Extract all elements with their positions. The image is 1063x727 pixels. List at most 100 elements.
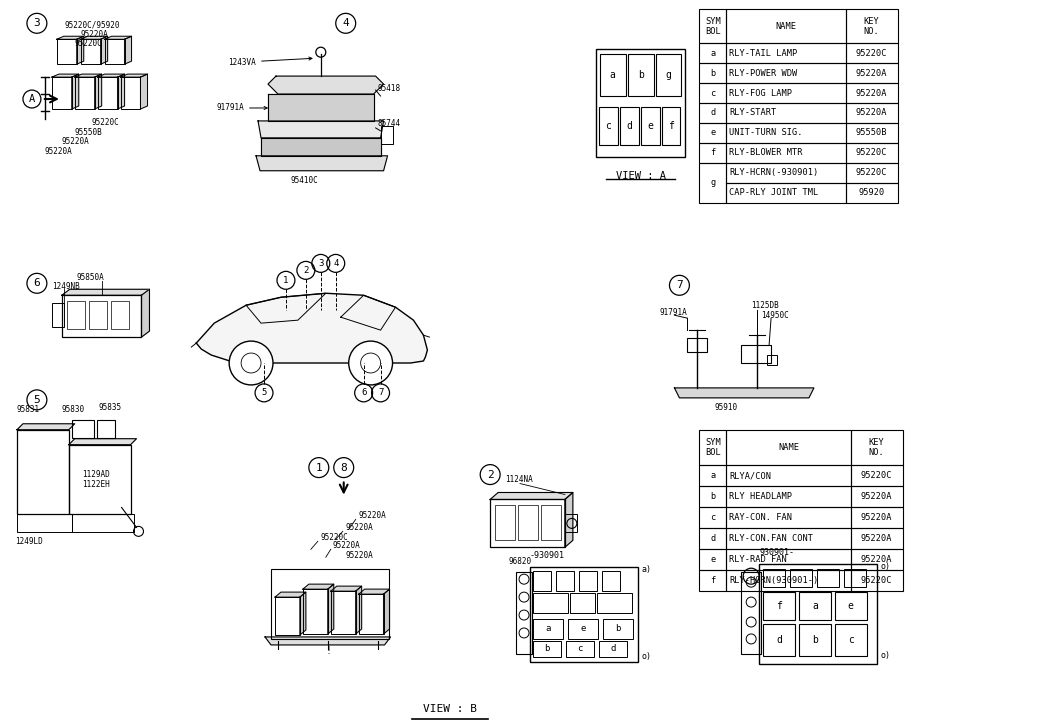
Bar: [726, 528, 850, 549]
Text: 930901-: 930901-: [759, 547, 794, 557]
Polygon shape: [56, 36, 84, 39]
Polygon shape: [268, 94, 373, 121]
Polygon shape: [384, 589, 389, 634]
Bar: [699, 486, 726, 507]
Text: b: b: [638, 70, 643, 80]
Polygon shape: [256, 156, 388, 171]
Bar: [600, 55, 626, 96]
Bar: [271, 569, 389, 639]
Text: e: e: [848, 601, 854, 611]
Text: VIEW : B: VIEW : B: [423, 704, 477, 714]
Text: 95831: 95831: [17, 406, 40, 414]
Bar: [111, 301, 129, 329]
Text: 14950C: 14950C: [761, 310, 789, 320]
Text: f: f: [710, 576, 715, 585]
Text: f: f: [776, 601, 782, 611]
Bar: [88, 301, 106, 329]
Text: 95910: 95910: [714, 403, 738, 412]
Text: RLY-FOG LAMP: RLY-FOG LAMP: [729, 89, 792, 97]
Bar: [699, 9, 726, 43]
Polygon shape: [268, 76, 384, 94]
Bar: [97, 419, 115, 438]
Polygon shape: [69, 438, 136, 445]
Polygon shape: [197, 293, 427, 363]
Bar: [104, 39, 124, 64]
Text: 95220C: 95220C: [856, 148, 888, 157]
Text: a: a: [710, 471, 715, 481]
Polygon shape: [674, 388, 814, 398]
Text: 91791A: 91791A: [217, 103, 267, 113]
Bar: [726, 182, 846, 203]
Text: o): o): [880, 651, 891, 660]
Text: RLY-BLOWER MTR: RLY-BLOWER MTR: [729, 148, 803, 157]
Text: RLY-POWER WDW: RLY-POWER WDW: [729, 68, 797, 78]
Bar: [17, 430, 69, 515]
Text: 4: 4: [333, 259, 338, 268]
Text: c: c: [605, 121, 611, 131]
Bar: [699, 163, 726, 203]
Text: RLY-TAIL LAMP: RLY-TAIL LAMP: [729, 49, 797, 57]
Text: -930901: -930901: [530, 551, 566, 560]
Text: 95220A: 95220A: [358, 511, 387, 520]
Text: 1243VA: 1243VA: [229, 57, 311, 67]
Bar: [726, 507, 850, 528]
Bar: [726, 9, 846, 43]
Text: c: c: [710, 89, 715, 97]
Text: 95410C: 95410C: [291, 176, 319, 185]
Text: c: c: [577, 644, 583, 654]
Polygon shape: [331, 586, 361, 591]
Bar: [656, 55, 681, 96]
Bar: [699, 528, 726, 549]
Bar: [530, 567, 638, 662]
Text: 1129AD: 1129AD: [82, 470, 109, 479]
Text: 1: 1: [316, 462, 322, 473]
Polygon shape: [101, 36, 107, 64]
Bar: [799, 624, 831, 656]
Polygon shape: [74, 74, 102, 77]
Bar: [763, 592, 795, 620]
Text: RLY-HCRN(-930901): RLY-HCRN(-930901): [729, 168, 819, 177]
Text: b: b: [812, 635, 817, 645]
Polygon shape: [120, 74, 148, 77]
Bar: [699, 103, 726, 123]
Text: NAME: NAME: [776, 22, 796, 31]
Text: 1122EH: 1122EH: [82, 480, 109, 489]
Text: 95220C: 95220C: [856, 168, 888, 177]
Bar: [52, 77, 72, 109]
Bar: [741, 345, 771, 363]
Text: NAME: NAME: [778, 443, 799, 452]
Bar: [381, 126, 392, 144]
Text: RLYA/CON: RLYA/CON: [729, 471, 772, 481]
Text: RLY-START: RLY-START: [729, 108, 776, 118]
Text: RLY-HORN(930901-): RLY-HORN(930901-): [729, 576, 819, 585]
Bar: [850, 507, 902, 528]
Text: c: c: [848, 635, 854, 645]
Bar: [541, 505, 561, 540]
Polygon shape: [275, 592, 306, 597]
Text: d: d: [626, 121, 632, 131]
Text: 95220C: 95220C: [91, 119, 119, 127]
Polygon shape: [81, 36, 107, 39]
Bar: [533, 641, 561, 657]
Bar: [518, 505, 538, 540]
Text: 95220A: 95220A: [45, 148, 72, 156]
Bar: [516, 572, 532, 654]
Text: b: b: [615, 624, 621, 633]
Text: 95220C: 95220C: [856, 49, 888, 57]
Polygon shape: [104, 36, 132, 39]
Bar: [699, 430, 726, 465]
Bar: [72, 419, 94, 438]
Text: b: b: [710, 492, 715, 501]
Bar: [52, 303, 64, 327]
Text: e: e: [580, 624, 586, 633]
Polygon shape: [62, 289, 150, 295]
Polygon shape: [356, 586, 361, 634]
Text: 95220A: 95220A: [856, 68, 888, 78]
Polygon shape: [300, 592, 306, 635]
Text: 2: 2: [487, 470, 493, 480]
Bar: [72, 515, 134, 532]
Bar: [799, 592, 831, 620]
Bar: [834, 592, 866, 620]
Bar: [699, 123, 726, 142]
Bar: [699, 570, 726, 591]
